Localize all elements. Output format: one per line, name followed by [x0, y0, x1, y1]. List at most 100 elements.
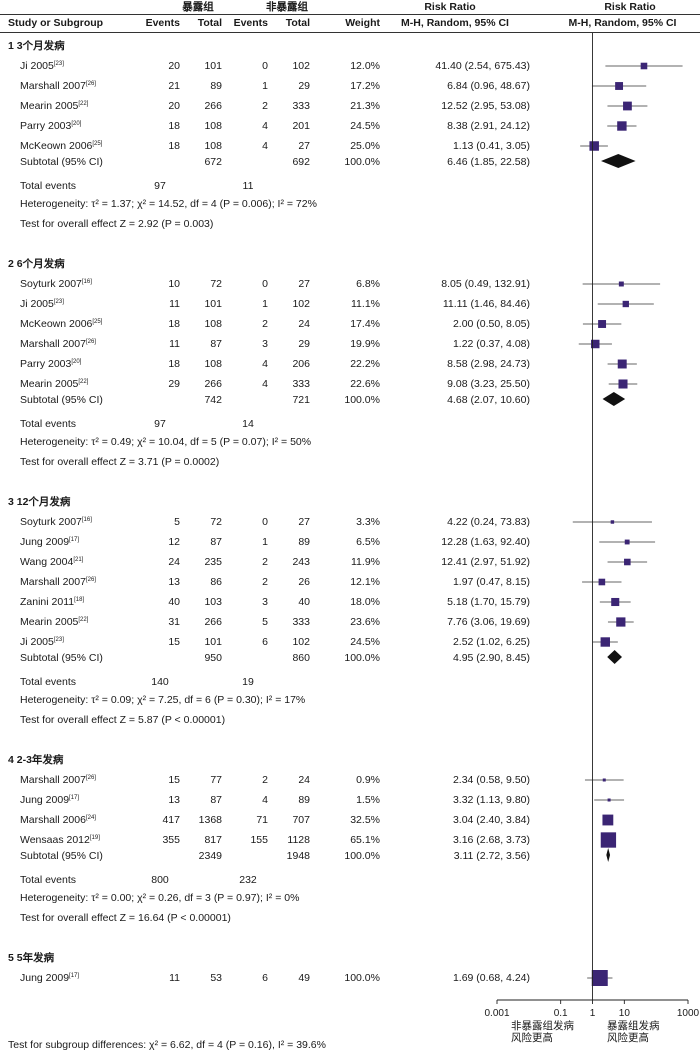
study-column-header: Study or Subgroup: [8, 17, 104, 29]
study-point-estimate: [611, 597, 620, 607]
subtotal-exposed: 672: [204, 156, 222, 168]
study-risk-ratio: 1.13 (0.41, 3.05): [452, 140, 530, 152]
study-point-estimate: [602, 814, 614, 826]
left-favours-line1: 非暴露组发病: [511, 1020, 574, 1032]
events-unexposed: 2: [262, 576, 268, 588]
total-unexposed: 707: [292, 814, 310, 826]
study-risk-ratio: 2.34 (0.58, 9.50): [452, 774, 530, 786]
study-reference: [26]: [85, 775, 96, 781]
overall-effect-test: Test for overall effect Z = 16.64 (P < 0…: [20, 912, 231, 924]
total-events-unexposed: 232: [239, 874, 257, 886]
total-unexposed: 333: [292, 616, 310, 628]
study-name: Jung 2009[17]: [20, 536, 80, 548]
study-weight: 24.5%: [350, 120, 380, 132]
study-risk-ratio: 4.22 (0.24, 73.83): [447, 516, 530, 528]
events-exposed: 13: [168, 794, 180, 806]
total-unexposed: 26: [298, 576, 310, 588]
events-unexposed: 155: [250, 834, 268, 846]
study-weight: 6.8%: [356, 278, 380, 290]
events-exposed: 18: [168, 358, 180, 370]
total-exposed: 101: [204, 60, 222, 72]
events-exposed: 20: [168, 60, 180, 72]
subgroup-title: 2 6个月发病: [8, 258, 65, 270]
total-unexposed: 102: [292, 298, 310, 310]
total-exposed: 266: [204, 378, 222, 390]
study-reference: [23]: [53, 61, 64, 67]
study-risk-ratio: 3.16 (2.68, 3.73): [452, 834, 530, 846]
total-events-label: Total events: [20, 180, 77, 192]
events-exposed: 13: [168, 576, 180, 588]
total-unexposed: 333: [292, 100, 310, 112]
events-unexposed: 4: [262, 140, 268, 152]
study-reference: [16]: [81, 517, 92, 523]
study-reference: [25]: [92, 319, 103, 325]
subtotal-unexposed: 721: [292, 394, 310, 406]
study-risk-ratio: 11.11 (1.46, 84.46): [442, 298, 530, 310]
study-weight: 32.5%: [350, 814, 380, 826]
subtotal-exposed: 742: [204, 394, 222, 406]
events-unexposed: 0: [262, 278, 268, 290]
subtotal-weight: 100.0%: [344, 156, 380, 168]
total-exposed: 101: [204, 298, 222, 310]
study-name: Ji 2005[23]: [20, 60, 64, 72]
study-reference: [26]: [85, 339, 96, 345]
study-weight: 1.5%: [356, 794, 380, 806]
subtotal-unexposed: 860: [292, 652, 310, 664]
exposed-group-header: 暴露组: [182, 1, 214, 13]
study-point-estimate: [616, 617, 626, 627]
total-events-exposed: 800: [151, 874, 169, 886]
total-events-label: Total events: [20, 418, 77, 430]
total-unexposed: 40: [298, 596, 310, 608]
study-weight: 25.0%: [350, 140, 380, 152]
events-unexposed: 6: [262, 636, 268, 648]
study-point-estimate: [617, 121, 627, 131]
study-point-estimate: [589, 141, 599, 151]
study-risk-ratio: 6.84 (0.96, 48.67): [447, 80, 530, 92]
subtotal-unexposed: 692: [292, 156, 310, 168]
study-weight: 6.5%: [356, 536, 380, 548]
total-exposed: 53: [210, 972, 222, 984]
events-unexposed: 4: [262, 794, 268, 806]
total-exposed: 101: [204, 636, 222, 648]
total-unexposed: 27: [298, 516, 310, 528]
events-exposed: 21: [168, 80, 180, 92]
events-exposed: 10: [168, 278, 180, 290]
events-unexposed: 1: [262, 536, 268, 548]
total-exposed: 108: [204, 358, 222, 370]
total-unexposed: 89: [298, 536, 310, 548]
study-reference: [26]: [85, 81, 96, 87]
study-weight: 100.0%: [344, 972, 380, 984]
subtotal-exposed: 2349: [198, 850, 222, 862]
total-exposed: 817: [204, 834, 222, 846]
total-events-exposed: 140: [151, 676, 169, 688]
events-exposed: 11: [169, 338, 180, 350]
study-weight: 11.9%: [351, 556, 380, 568]
events-exposed: 31: [168, 616, 180, 628]
events-unexposed: 1: [262, 80, 268, 92]
subtotal-label: Subtotal (95% CI): [20, 156, 103, 168]
study-name: Wang 2004[21]: [20, 556, 84, 568]
study-name: Marshall 2007[26]: [20, 80, 96, 92]
events-unexposed: 2: [262, 318, 268, 330]
total-exposed: 89: [210, 80, 222, 92]
events-exposed: 12: [168, 536, 180, 548]
study-name: Marshall 2007[26]: [20, 338, 96, 350]
events-exposed: 18: [168, 140, 180, 152]
events2-header: Events: [233, 17, 268, 29]
total1-header: Total: [197, 17, 222, 29]
study-reference: [16]: [81, 279, 92, 285]
heterogeneity-stats: Heterogeneity: τ² = 0.49; χ² = 10.04, df…: [20, 436, 312, 448]
study-weight: 12.1%: [350, 576, 380, 588]
unexposed-group-header: 非暴露组: [266, 1, 308, 13]
study-weight: 22.2%: [350, 358, 380, 370]
events-exposed: 11: [169, 298, 180, 310]
events-unexposed: 6: [262, 972, 268, 984]
study-reference: [24]: [85, 815, 96, 821]
events-exposed: 417: [162, 814, 180, 826]
left-favours-line2: 风险更高: [511, 1032, 553, 1044]
right-favours-line1: 暴露组发病: [607, 1020, 660, 1032]
study-risk-ratio: 3.32 (1.13, 9.80): [452, 794, 530, 806]
events-exposed: 15: [168, 636, 180, 648]
rr-title-right: Risk Ratio: [604, 1, 656, 13]
